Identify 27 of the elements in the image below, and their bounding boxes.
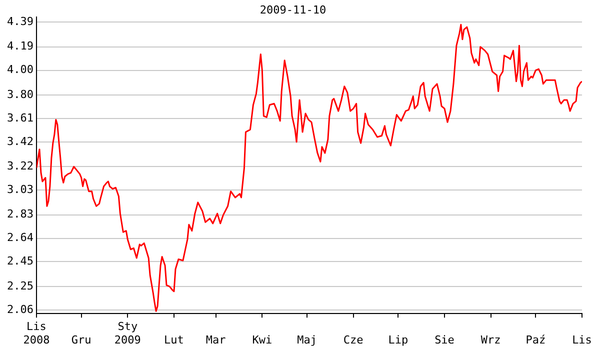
y-tick-label: 2.06 xyxy=(6,302,34,316)
y-tick-label: 3.22 xyxy=(6,159,34,172)
x-tick-label: Wrz xyxy=(480,333,501,346)
y-tick-label: 2.25 xyxy=(6,279,34,292)
y-tick-label: 2.83 xyxy=(6,208,34,221)
y-tick-label: 4.00 xyxy=(6,63,34,76)
x-tick-label: Sty 2009 xyxy=(114,320,141,346)
x-tick-label: Lut xyxy=(164,333,184,346)
x-tick-label: Sie xyxy=(434,333,454,346)
x-tick-label: Paź xyxy=(526,333,546,346)
y-tick-label: 3.03 xyxy=(6,182,34,196)
x-tick-label: Mar xyxy=(206,333,226,346)
x-tick-label: Cze xyxy=(343,333,364,346)
y-tick-label: 2.64 xyxy=(6,231,34,244)
y-tick-label: 3.80 xyxy=(6,88,34,101)
chart-title: 2009-11-10 xyxy=(260,3,326,16)
x-tick-label: Kwi xyxy=(252,333,272,346)
x-tick-label: Maj xyxy=(297,333,317,346)
y-tick-label: 3.61 xyxy=(6,111,34,124)
x-tick-label: Lis 2008 xyxy=(23,320,50,346)
y-tick-label: 2.45 xyxy=(6,254,34,268)
y-tick-label: 4.39 xyxy=(6,15,34,28)
y-tick-label: 4.19 xyxy=(6,40,34,53)
x-tick-label: Lip xyxy=(388,333,408,346)
x-tick-label: Lis xyxy=(572,333,592,346)
y-tick-label: 3.42 xyxy=(6,134,34,148)
x-tick-label: Gru xyxy=(71,333,92,346)
